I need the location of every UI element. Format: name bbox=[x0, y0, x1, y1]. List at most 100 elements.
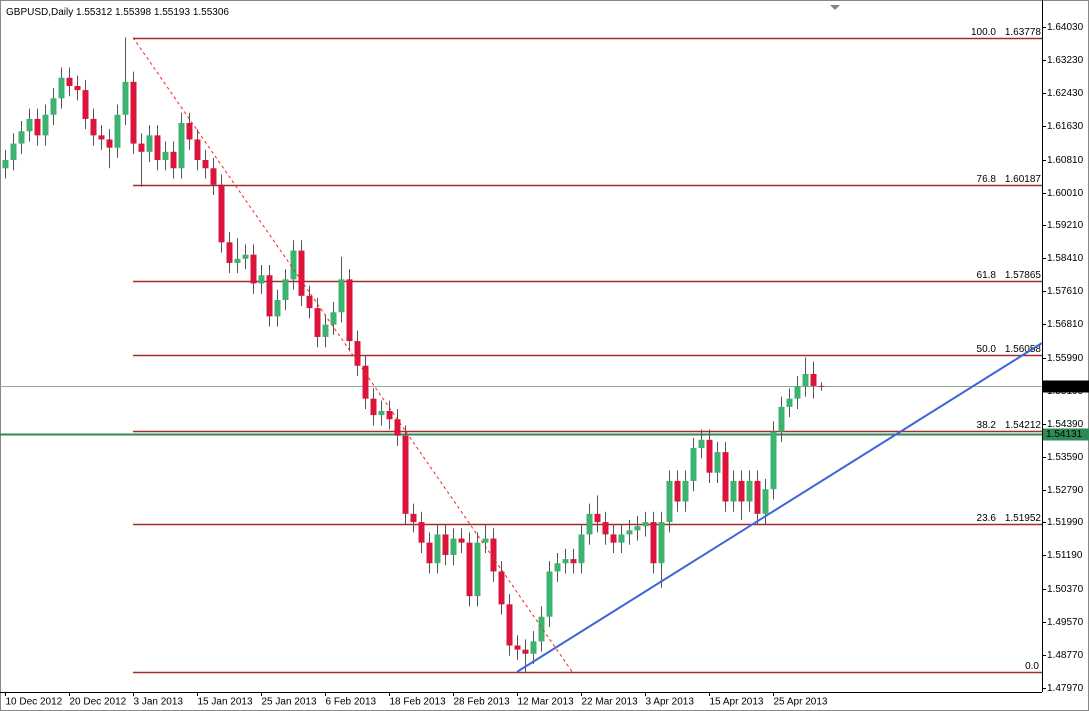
x-tick-label: 3 Jan 2013 bbox=[134, 697, 184, 708]
x-tick-label: 12 Mar 2013 bbox=[518, 697, 575, 708]
candle-body bbox=[818, 385, 825, 387]
x-tick-label: 25 Jan 2013 bbox=[262, 697, 317, 708]
candle-body bbox=[82, 90, 89, 119]
candle-body bbox=[66, 77, 73, 86]
candle-body bbox=[330, 312, 337, 325]
candle-body bbox=[450, 538, 457, 555]
candle-body bbox=[10, 143, 17, 161]
y-tick-label: 1.64030 bbox=[1047, 22, 1084, 33]
candle-body bbox=[2, 160, 9, 169]
candle-body bbox=[162, 151, 169, 161]
candle-body bbox=[194, 139, 201, 161]
x-tick-label: 10 Dec 2012 bbox=[6, 697, 63, 708]
trendline bbox=[516, 342, 1043, 673]
y-tick-label: 1.56810 bbox=[1047, 319, 1084, 330]
header-high: 1.55398 bbox=[115, 7, 152, 18]
fib-price-label: 1.54212 bbox=[1005, 420, 1042, 431]
candle-body bbox=[274, 299, 281, 317]
candle-body bbox=[490, 538, 497, 572]
candle-body bbox=[458, 538, 465, 543]
candle-body bbox=[810, 373, 817, 386]
y-tick-label: 1.61630 bbox=[1047, 121, 1084, 132]
candle-body bbox=[738, 480, 745, 502]
fib-level-label: 0.0 bbox=[1025, 661, 1039, 672]
candle-body bbox=[762, 489, 769, 514]
candle-body bbox=[338, 279, 345, 313]
candle-body bbox=[634, 526, 641, 531]
candle-body bbox=[242, 254, 249, 259]
candle-body bbox=[482, 538, 489, 543]
candle-body bbox=[18, 131, 25, 144]
candle-body bbox=[306, 295, 313, 309]
candle-body bbox=[138, 143, 145, 152]
y-tick-label: 1.58410 bbox=[1047, 253, 1084, 264]
candle-body bbox=[602, 522, 609, 535]
x-tick-label: 6 Feb 2013 bbox=[326, 697, 377, 708]
x-tick-label: 3 Apr 2013 bbox=[646, 697, 695, 708]
candle-body bbox=[506, 604, 513, 646]
candle-body bbox=[146, 135, 153, 152]
candle-body bbox=[402, 435, 409, 514]
candle-body bbox=[50, 98, 57, 115]
candle-body bbox=[754, 480, 761, 514]
candle-body bbox=[170, 151, 177, 169]
y-tick-label: 1.63230 bbox=[1047, 55, 1084, 66]
candle-body bbox=[666, 480, 673, 523]
candle-body bbox=[346, 279, 353, 342]
candle-body bbox=[226, 242, 233, 263]
candle-body bbox=[538, 616, 545, 642]
candle-body bbox=[466, 542, 473, 597]
candle-body bbox=[34, 118, 41, 136]
y-tick-label: 1.57610 bbox=[1047, 286, 1084, 297]
y-tick-label: 1.50370 bbox=[1047, 584, 1084, 595]
candle-body bbox=[674, 480, 681, 502]
candle-body bbox=[746, 480, 753, 502]
candle-body bbox=[698, 439, 705, 449]
candle-body bbox=[210, 168, 217, 185]
y-tick-label: 1.51190 bbox=[1047, 550, 1083, 561]
candle-body bbox=[530, 641, 537, 654]
fib-level-label: 61.8 bbox=[977, 270, 997, 281]
candle-body bbox=[802, 373, 809, 387]
candle-body bbox=[522, 649, 529, 654]
candle-body bbox=[426, 542, 433, 564]
candle-body bbox=[514, 645, 521, 650]
candle-body bbox=[626, 530, 633, 535]
candle-body bbox=[314, 308, 321, 337]
candle-body bbox=[410, 513, 417, 523]
level-label-box bbox=[1043, 428, 1089, 441]
candle-body bbox=[290, 250, 297, 280]
y-tick-label: 1.51990 bbox=[1047, 517, 1084, 528]
candle-body bbox=[154, 135, 161, 161]
x-tick-label: 15 Apr 2013 bbox=[710, 697, 764, 708]
header-close: 1.55306 bbox=[193, 7, 230, 18]
x-tick-label: 20 Dec 2012 bbox=[70, 697, 127, 708]
candle-body bbox=[298, 250, 305, 296]
x-tick-label: 28 Feb 2013 bbox=[454, 697, 511, 708]
candle-body bbox=[322, 324, 329, 337]
fib-level-label: 50.0 bbox=[977, 344, 997, 355]
candle-body bbox=[362, 365, 369, 399]
level-label: 1.54131 bbox=[1046, 429, 1083, 440]
candle-body bbox=[90, 118, 97, 136]
candle-body bbox=[130, 81, 137, 144]
candle-body bbox=[178, 123, 185, 169]
candle-body bbox=[122, 81, 129, 115]
candle-body bbox=[730, 480, 737, 502]
candle-body bbox=[690, 448, 697, 481]
candle-body bbox=[26, 118, 33, 132]
fib-price-label: 1.63778 bbox=[1005, 27, 1042, 38]
candle-body bbox=[234, 258, 241, 263]
candle-body bbox=[106, 139, 113, 148]
fib-price-label: 1.56058 bbox=[1005, 344, 1042, 355]
candle-body bbox=[682, 480, 689, 502]
header-open: 1.55312 bbox=[76, 7, 113, 18]
x-tick-label: 15 Jan 2013 bbox=[198, 697, 253, 708]
candle-body bbox=[770, 431, 777, 490]
candle-body bbox=[258, 275, 265, 284]
candle-body bbox=[394, 419, 401, 436]
candle-body bbox=[434, 534, 441, 564]
candle-body bbox=[578, 534, 585, 564]
candle-body bbox=[498, 571, 505, 605]
candle-body bbox=[794, 386, 801, 399]
